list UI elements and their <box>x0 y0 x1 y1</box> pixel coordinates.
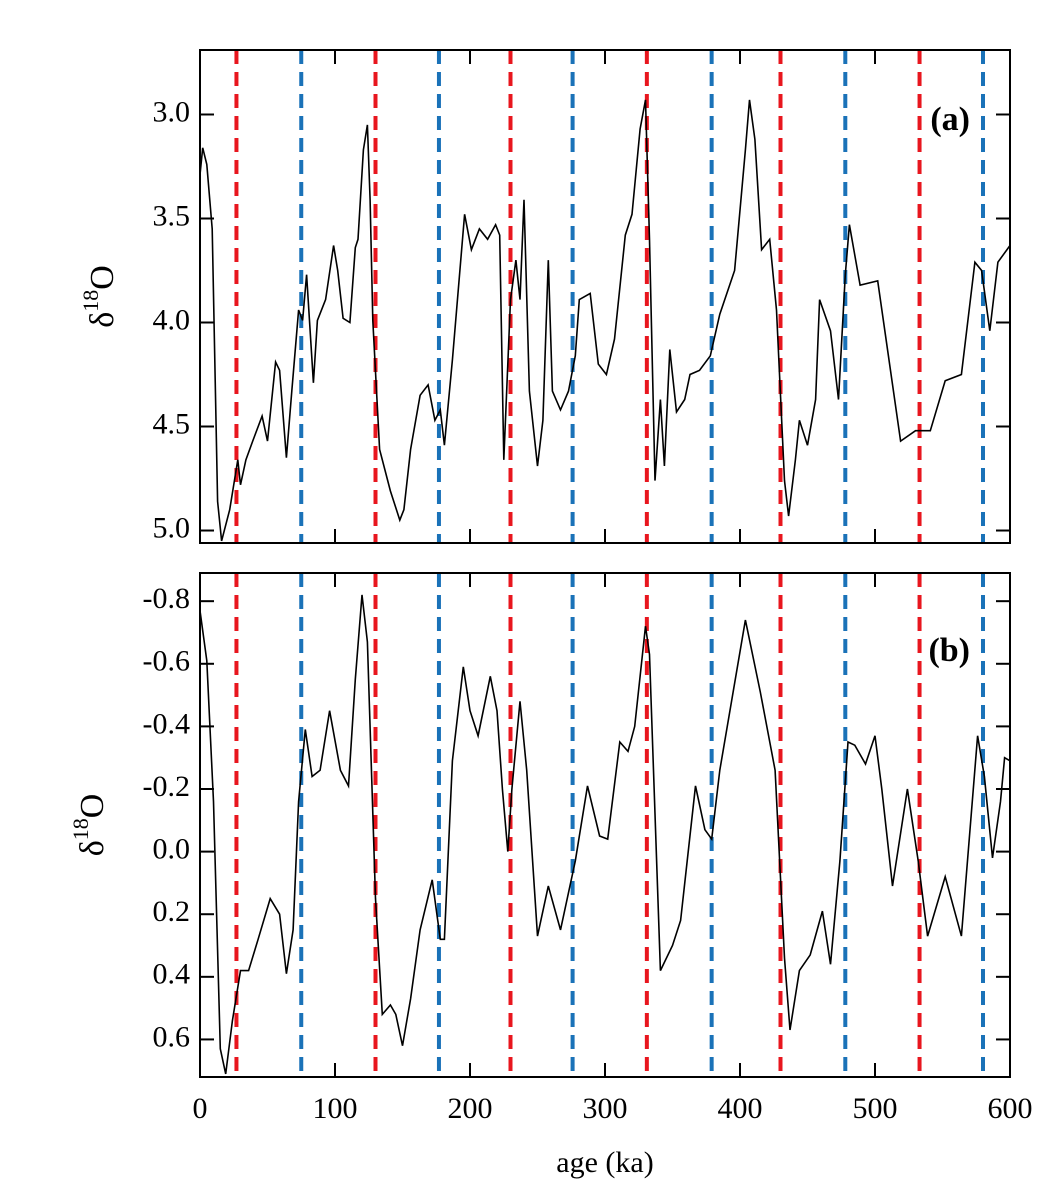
plot-frame <box>199 49 1011 544</box>
data-line <box>199 594 1011 1075</box>
panel-label: (b) <box>928 632 970 669</box>
y-tick-label: 5.0 <box>153 511 191 544</box>
y-tick-label: 0.0 <box>153 832 191 865</box>
x-tick-label: 300 <box>583 1092 628 1125</box>
y-tick-label: -0.2 <box>143 770 191 803</box>
y-tick-label: 0.2 <box>153 895 191 928</box>
y-axis-label: δ18O <box>78 265 121 328</box>
x-axis-label: age (ka) <box>556 1146 653 1179</box>
y-tick-label: 3.0 <box>153 95 191 128</box>
y-tick-label: -0.4 <box>143 707 191 740</box>
y-tick-label: 4.0 <box>153 303 191 336</box>
y-axis-label: δ18O <box>68 794 111 857</box>
x-tick-label: 400 <box>718 1092 763 1125</box>
y-tick-label: 4.5 <box>153 407 191 440</box>
y-axis-label-part: δ <box>74 840 111 856</box>
panel-label: (a) <box>930 101 970 138</box>
y-axis-label-part: 18 <box>78 290 103 312</box>
y-tick-label: -0.8 <box>143 582 191 615</box>
y-tick-label: -0.6 <box>143 645 191 678</box>
x-tick-label: 0 <box>193 1092 208 1125</box>
y-axis-label-part: 18 <box>68 818 93 840</box>
y-tick-label: 0.6 <box>153 1020 191 1053</box>
x-tick-label: 100 <box>313 1092 358 1125</box>
y-axis-label-part: O <box>84 265 121 290</box>
y-tick-label: 3.5 <box>153 199 191 232</box>
y-axis-label-part: δ <box>84 312 121 328</box>
data-line <box>199 99 1011 542</box>
x-tick-label: 500 <box>853 1092 898 1125</box>
y-axis-label-part: O <box>74 794 111 819</box>
plot-frame <box>199 572 1011 1078</box>
x-tick-label: 600 <box>988 1092 1033 1125</box>
y-tick-label: 0.4 <box>153 958 191 991</box>
x-tick-label: 200 <box>448 1092 493 1125</box>
